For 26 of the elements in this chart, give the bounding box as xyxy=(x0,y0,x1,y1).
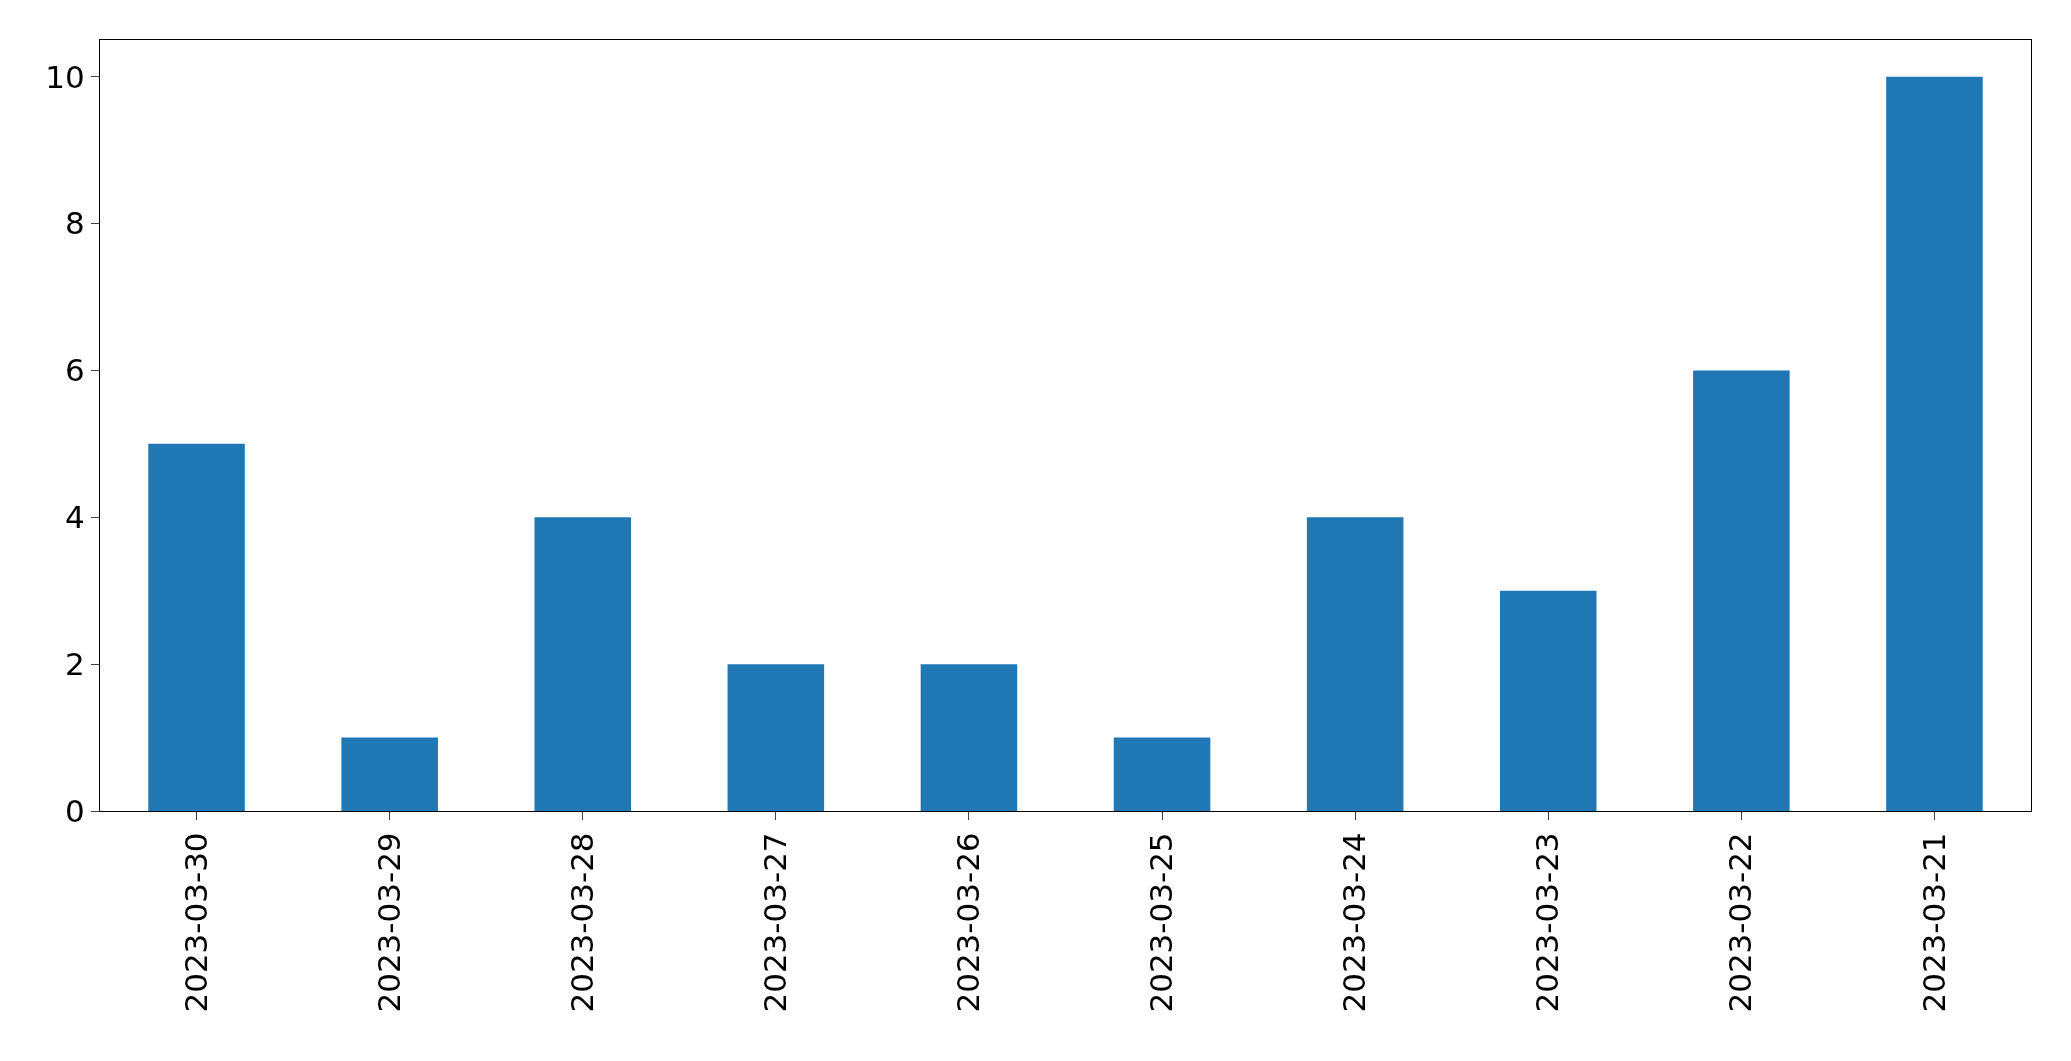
bar xyxy=(341,737,438,811)
x-tick-label: 2023-03-24 xyxy=(1336,832,1373,1013)
x-tick-label: 2023-03-21 xyxy=(1915,832,1952,1013)
x-tick-label: 2023-03-28 xyxy=(563,832,600,1013)
bar xyxy=(727,664,825,811)
x-tick-label: 2023-03-30 xyxy=(177,832,214,1013)
y-tick-label: 2 xyxy=(65,645,85,682)
bar xyxy=(534,517,632,811)
bar xyxy=(1306,517,1404,811)
bar xyxy=(1113,737,1211,811)
y-tick-label: 4 xyxy=(65,499,85,536)
bar xyxy=(1693,370,1790,811)
y-tick-label: 6 xyxy=(65,352,85,389)
x-tick-label: 2023-03-23 xyxy=(1529,832,1566,1013)
bar xyxy=(148,443,245,811)
bar xyxy=(920,664,1018,811)
x-tick-label: 2023-03-25 xyxy=(1143,832,1180,1013)
y-tick-label: 10 xyxy=(45,58,85,95)
y-tick-label: 8 xyxy=(65,205,85,242)
x-tick-label: 2023-03-29 xyxy=(370,832,407,1013)
y-tick-label: 0 xyxy=(65,792,85,829)
x-tick-label: 2023-03-26 xyxy=(950,832,987,1013)
x-tick-label: 2023-03-27 xyxy=(756,832,793,1013)
bar xyxy=(1499,590,1597,811)
x-tick-label: 2023-03-22 xyxy=(1722,832,1759,1013)
bar xyxy=(1886,76,1983,811)
